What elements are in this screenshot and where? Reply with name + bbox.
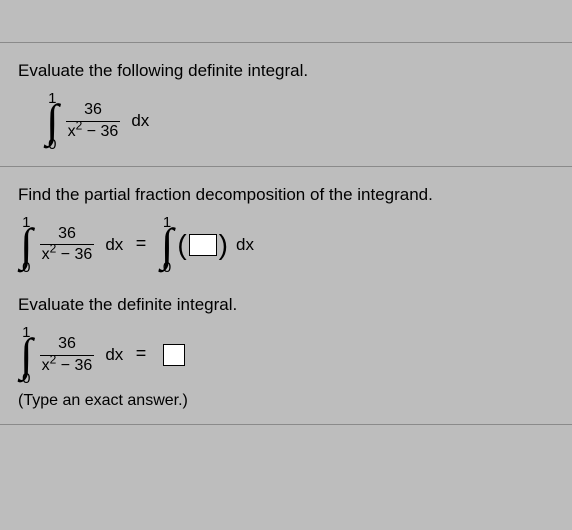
integral-sign: ∫ [18, 228, 35, 263]
lower-limit: 0 [22, 371, 30, 386]
question-3: Evaluate the definite integral. 1 ∫ 0 36… [0, 289, 572, 424]
integral-limits: 1 ∫ 0 [18, 215, 35, 276]
question-2: Find the partial fraction decomposition … [0, 167, 572, 290]
fraction: 36 x2 − 36 [37, 335, 98, 375]
equals-sign: = [128, 233, 155, 253]
prompt-text: Evaluate the following definite integral… [18, 61, 554, 81]
answer-input-decomposition[interactable] [189, 234, 217, 256]
lower-limit: 0 [22, 260, 30, 275]
top-spacer [0, 0, 572, 42]
integral-sign: ∫ [159, 228, 176, 263]
denominator: x2 − 36 [66, 121, 121, 141]
prompt-text: Find the partial fraction decomposition … [18, 185, 554, 205]
numerator: 36 [56, 225, 78, 244]
integral-sign: ∫ [44, 104, 61, 139]
integral-limits: 1 ∫ 0 [44, 91, 61, 152]
integral-lhs: 1 ∫ 0 36 x2 − 36 dx [18, 215, 123, 276]
differential: dx [99, 345, 123, 365]
question-1: Evaluate the following definite integral… [0, 43, 572, 166]
equals-sign: = [128, 343, 155, 363]
integral-limits: 1 ∫ 0 [159, 215, 176, 276]
numerator: 36 [56, 335, 78, 354]
denominator: x2 − 36 [40, 244, 95, 264]
denominator: x2 − 36 [40, 355, 95, 375]
differential: dx [99, 235, 123, 255]
answer-input-final[interactable] [163, 344, 185, 366]
fraction: 36 x2 − 36 [63, 101, 124, 141]
integral-sign: ∫ [18, 338, 35, 373]
lower-limit: 0 [163, 260, 171, 275]
divider [0, 424, 572, 425]
integral-expression: 1 ∫ 0 36 x2 − 36 dx [44, 91, 149, 152]
prompt-text: Evaluate the definite integral. [18, 295, 554, 315]
integral-rhs: 1 ∫ 0 ( ) dx [159, 215, 254, 276]
lower-limit: 0 [48, 137, 56, 152]
hint-text: (Type an exact answer.) [18, 392, 554, 410]
fraction: 36 x2 − 36 [37, 225, 98, 265]
differential: dx [230, 235, 254, 255]
differential: dx [125, 111, 149, 131]
integral-expression: 1 ∫ 0 36 x2 − 36 dx [18, 325, 123, 386]
page: Evaluate the following definite integral… [0, 0, 572, 530]
integral-limits: 1 ∫ 0 [18, 325, 35, 386]
numerator: 36 [82, 101, 104, 120]
